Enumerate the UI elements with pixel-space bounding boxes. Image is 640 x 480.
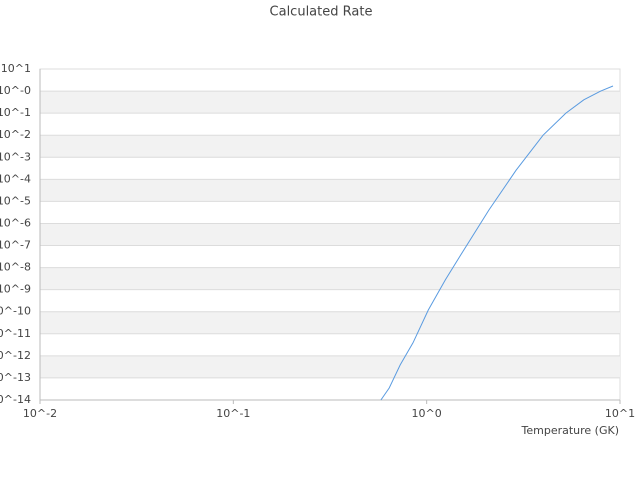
- grid-band: [40, 135, 620, 158]
- x-tick-label: 10^-1: [216, 407, 250, 420]
- x-tick-label: 10^-2: [23, 407, 57, 420]
- y-tick-label: 10^-13: [0, 371, 31, 384]
- y-tick-label: 10^-0: [0, 84, 31, 97]
- grid-band: [40, 179, 620, 202]
- y-tick-label: 10^-6: [0, 216, 31, 229]
- y-tick-label: 10^-1: [0, 106, 31, 119]
- y-tick-label: 10^-2: [0, 128, 31, 141]
- chart-title: Calculated Rate: [270, 5, 373, 20]
- grid-band: [40, 223, 620, 246]
- data-line: [380, 85, 614, 401]
- grid-band: [40, 91, 620, 114]
- x-tick-label: 10^0: [412, 407, 442, 420]
- y-tick-label: 10^-7: [0, 239, 31, 252]
- y-tick-label: 10^-8: [0, 261, 31, 274]
- x-tick-label: 10^1: [605, 407, 635, 420]
- y-tick-label: 10^-14: [0, 393, 31, 406]
- y-tick-label: 10^-3: [0, 150, 31, 163]
- y-tick-label: 10^-10: [0, 305, 31, 318]
- grid-band: [40, 267, 620, 290]
- y-tick-label: 10^-4: [0, 172, 31, 185]
- y-tick-label: 10^-12: [0, 349, 31, 362]
- grid-band: [40, 311, 620, 334]
- y-tick-label: 10^-11: [0, 327, 31, 340]
- y-tick-label: 10^-5: [0, 194, 31, 207]
- y-tick-label: 10^1: [1, 62, 31, 75]
- y-tick-label: 10^-9: [0, 283, 31, 296]
- grid-band: [40, 355, 620, 378]
- x-axis-label: Temperature (GK): [521, 424, 620, 437]
